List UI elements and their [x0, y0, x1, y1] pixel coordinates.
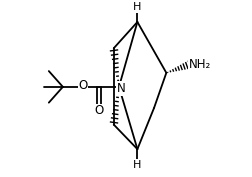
Text: H: H	[133, 160, 142, 170]
Text: H: H	[133, 2, 142, 12]
Text: N: N	[117, 82, 125, 95]
Text: NH₂: NH₂	[189, 58, 211, 71]
Text: O: O	[94, 104, 103, 117]
Text: O: O	[78, 79, 88, 92]
